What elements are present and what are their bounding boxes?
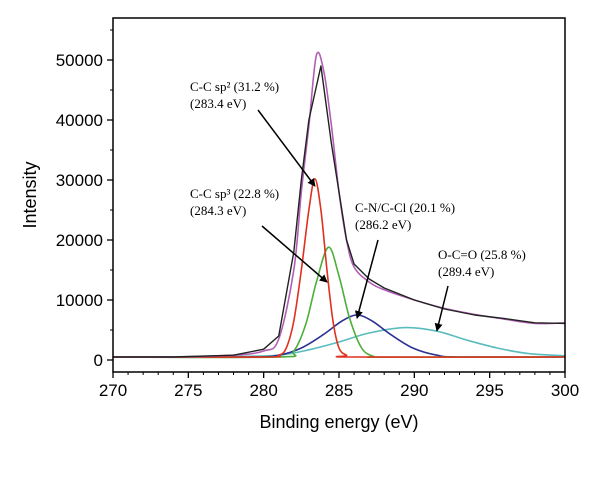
plot-series-group bbox=[112, 51, 566, 359]
y-tick-label: 30000 bbox=[56, 171, 103, 190]
annotation-energy: (286.2 eV) bbox=[355, 217, 411, 232]
x-tick-label: 275 bbox=[174, 381, 202, 400]
annotation: C-N/C-Cl (20.1 %) (286.2 eV) bbox=[355, 200, 455, 319]
annotation-label: C-C sp² (31.2 %) bbox=[190, 79, 279, 94]
annotation-arrow bbox=[257, 109, 316, 187]
series-line-envelope bbox=[112, 51, 566, 358]
y-tick-label: 0 bbox=[94, 351, 103, 370]
annotation-energy: (284.3 eV) bbox=[190, 203, 246, 218]
annotation-label: C-N/C-Cl (20.1 %) bbox=[355, 200, 455, 215]
annotation: C-C sp² (31.2 %) (283.4 eV) bbox=[190, 79, 316, 187]
x-tick-label: 285 bbox=[325, 381, 353, 400]
series-line-oco bbox=[112, 326, 566, 358]
x-tick-label: 295 bbox=[475, 381, 503, 400]
y-tick-label: 10000 bbox=[56, 291, 103, 310]
x-tick-label: 280 bbox=[249, 381, 277, 400]
series-line-cn bbox=[112, 314, 566, 358]
annotation: O-C=O (25.8 %) (289.4 eV) bbox=[434, 247, 526, 332]
y-tick-label: 20000 bbox=[56, 231, 103, 250]
series-line-raw bbox=[113, 65, 566, 358]
annotation-arrow bbox=[261, 225, 328, 283]
annotation-arrow bbox=[434, 285, 449, 332]
y-axis: 0 10000 20000 30000 40000 50000 bbox=[56, 29, 113, 370]
series-line-sp3 bbox=[112, 246, 566, 359]
annotation-label: C-C sp³ (22.8 %) bbox=[190, 186, 279, 201]
annotation: C-C sp³ (22.8 %) (284.3 eV) bbox=[190, 186, 328, 283]
x-tick-label: 270 bbox=[99, 381, 127, 400]
annotation-energy: (283.4 eV) bbox=[190, 96, 246, 111]
x-tick-label: 300 bbox=[551, 381, 579, 400]
annotation-label: O-C=O (25.8 %) bbox=[438, 247, 526, 262]
annotation-arrow bbox=[355, 239, 379, 319]
x-axis-label: Binding energy (eV) bbox=[259, 412, 418, 432]
annotation-energy: (289.4 eV) bbox=[438, 264, 494, 279]
series-line-sp2 bbox=[112, 178, 566, 358]
y-axis-label: Intensity bbox=[20, 161, 40, 228]
x-axis: 270 275 280 285 290 295 300 bbox=[99, 372, 579, 400]
peak-annotations: C-C sp² (31.2 %) (283.4 eV) C-C sp³ (22.8 … bbox=[190, 79, 526, 332]
y-tick-label: 50000 bbox=[56, 51, 103, 70]
y-tick-label: 40000 bbox=[56, 111, 103, 130]
x-tick-label: 290 bbox=[400, 381, 428, 400]
